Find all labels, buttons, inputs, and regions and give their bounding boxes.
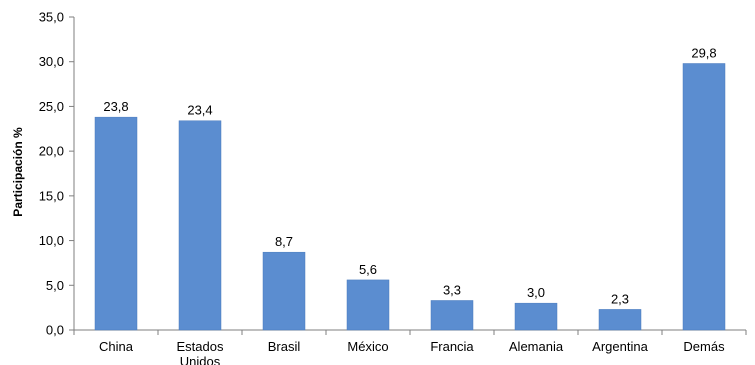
data-label: 23,8 xyxy=(103,99,128,114)
bar xyxy=(262,251,306,331)
bar xyxy=(178,120,222,331)
y-tick-label: 20,0 xyxy=(39,144,64,159)
x-category-label-line: Francia xyxy=(430,339,474,354)
bar xyxy=(430,300,474,331)
x-category-label-line: Demás xyxy=(683,339,725,354)
x-category-label: México xyxy=(347,339,388,354)
x-category-label: Estados Unidos xyxy=(177,339,224,365)
bar xyxy=(682,63,726,331)
bar xyxy=(346,279,390,331)
y-tick-label: 30,0 xyxy=(39,54,64,69)
y-tick-label: 15,0 xyxy=(39,188,64,203)
x-category-label: China xyxy=(99,339,134,354)
bars: 23,8 23,4 8,7 5,6 3,3 3,0 2,3 29,8 xyxy=(94,46,726,331)
y-axis-ticks: 0,0 5,0 10,0 15,0 20,0 25,0 30,0 35,0 xyxy=(39,10,74,338)
bar xyxy=(598,309,642,331)
x-category-label: Alemania xyxy=(509,339,564,354)
x-category-label-line: Alemania xyxy=(509,339,564,354)
data-label: 29,8 xyxy=(691,46,716,61)
data-label: 3,3 xyxy=(443,282,461,297)
y-axis-title: Participación % xyxy=(11,127,25,217)
bar xyxy=(514,302,558,331)
x-category-label-line: China xyxy=(99,339,134,354)
data-label: 8,7 xyxy=(275,234,293,249)
y-tick-label: 10,0 xyxy=(39,233,64,248)
x-category-label: Argentina xyxy=(592,339,648,354)
data-label: 3,0 xyxy=(527,285,545,300)
x-category-label-line: Argentina xyxy=(592,339,648,354)
x-category-label: Brasil xyxy=(268,339,301,354)
x-category-label: Demás xyxy=(683,339,725,354)
x-category-label-line: Estados xyxy=(177,339,224,354)
y-tick-label: 5,0 xyxy=(46,278,64,293)
data-label: 23,4 xyxy=(187,103,212,118)
y-tick-label: 25,0 xyxy=(39,99,64,114)
x-category-label-line: Brasil xyxy=(268,339,301,354)
data-label: 2,3 xyxy=(611,291,629,306)
data-label: 5,6 xyxy=(359,262,377,277)
x-axis-ticks: China Estados Unidos Brasil México Francia Ale… xyxy=(73,330,747,365)
x-category-label-line: México xyxy=(347,339,388,354)
x-category-label-line: Unidos xyxy=(180,354,221,365)
x-category-label: Francia xyxy=(430,339,474,354)
y-tick-label: 0,0 xyxy=(46,323,64,338)
y-tick-label: 35,0 xyxy=(39,10,64,25)
bar xyxy=(94,116,138,331)
